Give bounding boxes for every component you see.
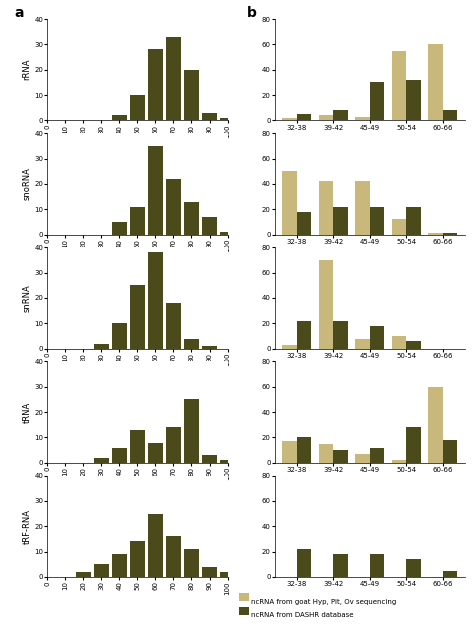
Bar <box>333 110 348 120</box>
Bar <box>370 326 384 349</box>
Bar <box>319 444 333 463</box>
Bar <box>333 207 348 235</box>
Bar <box>76 572 91 577</box>
Bar <box>333 321 348 349</box>
Bar <box>130 95 145 120</box>
Bar <box>370 82 384 120</box>
Bar <box>202 113 217 120</box>
Y-axis label: rRNA: rRNA <box>22 59 31 81</box>
Bar <box>319 260 333 349</box>
Bar <box>220 572 235 577</box>
Bar <box>355 117 370 120</box>
Bar <box>130 430 145 463</box>
Bar <box>297 321 311 349</box>
Bar <box>406 427 421 463</box>
Bar <box>202 455 217 463</box>
Bar <box>220 118 235 120</box>
Bar <box>148 514 163 577</box>
Bar <box>392 219 406 235</box>
Bar <box>297 212 311 235</box>
Bar <box>355 339 370 349</box>
Bar <box>355 181 370 235</box>
Bar <box>148 49 163 120</box>
Bar <box>428 233 443 235</box>
Bar <box>406 80 421 120</box>
Bar <box>443 440 457 463</box>
Bar <box>166 536 181 577</box>
Bar <box>333 554 348 577</box>
Bar <box>112 115 127 120</box>
Bar <box>94 458 109 463</box>
Bar <box>166 37 181 120</box>
Bar <box>297 549 311 577</box>
Bar <box>406 341 421 349</box>
Y-axis label: tRF-RNA: tRF-RNA <box>22 508 31 544</box>
Bar <box>370 448 384 463</box>
Text: ncRNA from DASHR database: ncRNA from DASHR database <box>251 612 354 618</box>
Bar <box>406 207 421 235</box>
Bar <box>148 443 163 463</box>
Bar <box>355 454 370 463</box>
Bar <box>297 437 311 463</box>
Bar <box>184 399 199 463</box>
Bar <box>282 345 297 349</box>
Bar <box>443 233 457 235</box>
Bar <box>428 44 443 120</box>
Bar <box>202 567 217 577</box>
Bar <box>130 207 145 235</box>
Bar <box>166 179 181 235</box>
Bar <box>282 171 297 235</box>
Bar <box>184 202 199 235</box>
Bar <box>112 222 127 235</box>
Bar <box>428 387 443 463</box>
Bar <box>184 549 199 577</box>
Y-axis label: snoRNA: snoRNA <box>22 167 31 200</box>
Bar <box>282 441 297 463</box>
Text: a: a <box>14 6 24 20</box>
Bar <box>202 217 217 235</box>
Bar <box>333 450 348 463</box>
Bar <box>130 541 145 577</box>
Text: ncRNA from goat Hyp, Pit, Ov sequencing: ncRNA from goat Hyp, Pit, Ov sequencing <box>251 599 396 605</box>
Bar <box>392 336 406 349</box>
Bar <box>319 115 333 120</box>
Bar <box>202 346 217 349</box>
Bar <box>370 554 384 577</box>
Bar <box>370 207 384 235</box>
Y-axis label: snRNA: snRNA <box>22 284 31 312</box>
Bar <box>443 571 457 577</box>
Bar <box>94 564 109 577</box>
Bar <box>392 51 406 120</box>
Bar <box>220 460 235 463</box>
Bar <box>319 181 333 235</box>
Bar <box>166 303 181 349</box>
Bar <box>220 232 235 235</box>
Bar <box>148 146 163 235</box>
Bar <box>112 448 127 463</box>
Bar <box>184 70 199 120</box>
Bar <box>94 344 109 349</box>
Bar <box>148 252 163 349</box>
Bar <box>166 427 181 463</box>
Bar <box>184 339 199 349</box>
Text: b: b <box>246 6 256 20</box>
Bar <box>406 559 421 577</box>
Bar <box>443 110 457 120</box>
Bar <box>282 118 297 120</box>
Bar <box>112 323 127 349</box>
Bar <box>130 285 145 349</box>
Bar <box>112 554 127 577</box>
Bar <box>392 460 406 463</box>
Bar <box>297 114 311 120</box>
Y-axis label: tRNA: tRNA <box>22 401 31 423</box>
